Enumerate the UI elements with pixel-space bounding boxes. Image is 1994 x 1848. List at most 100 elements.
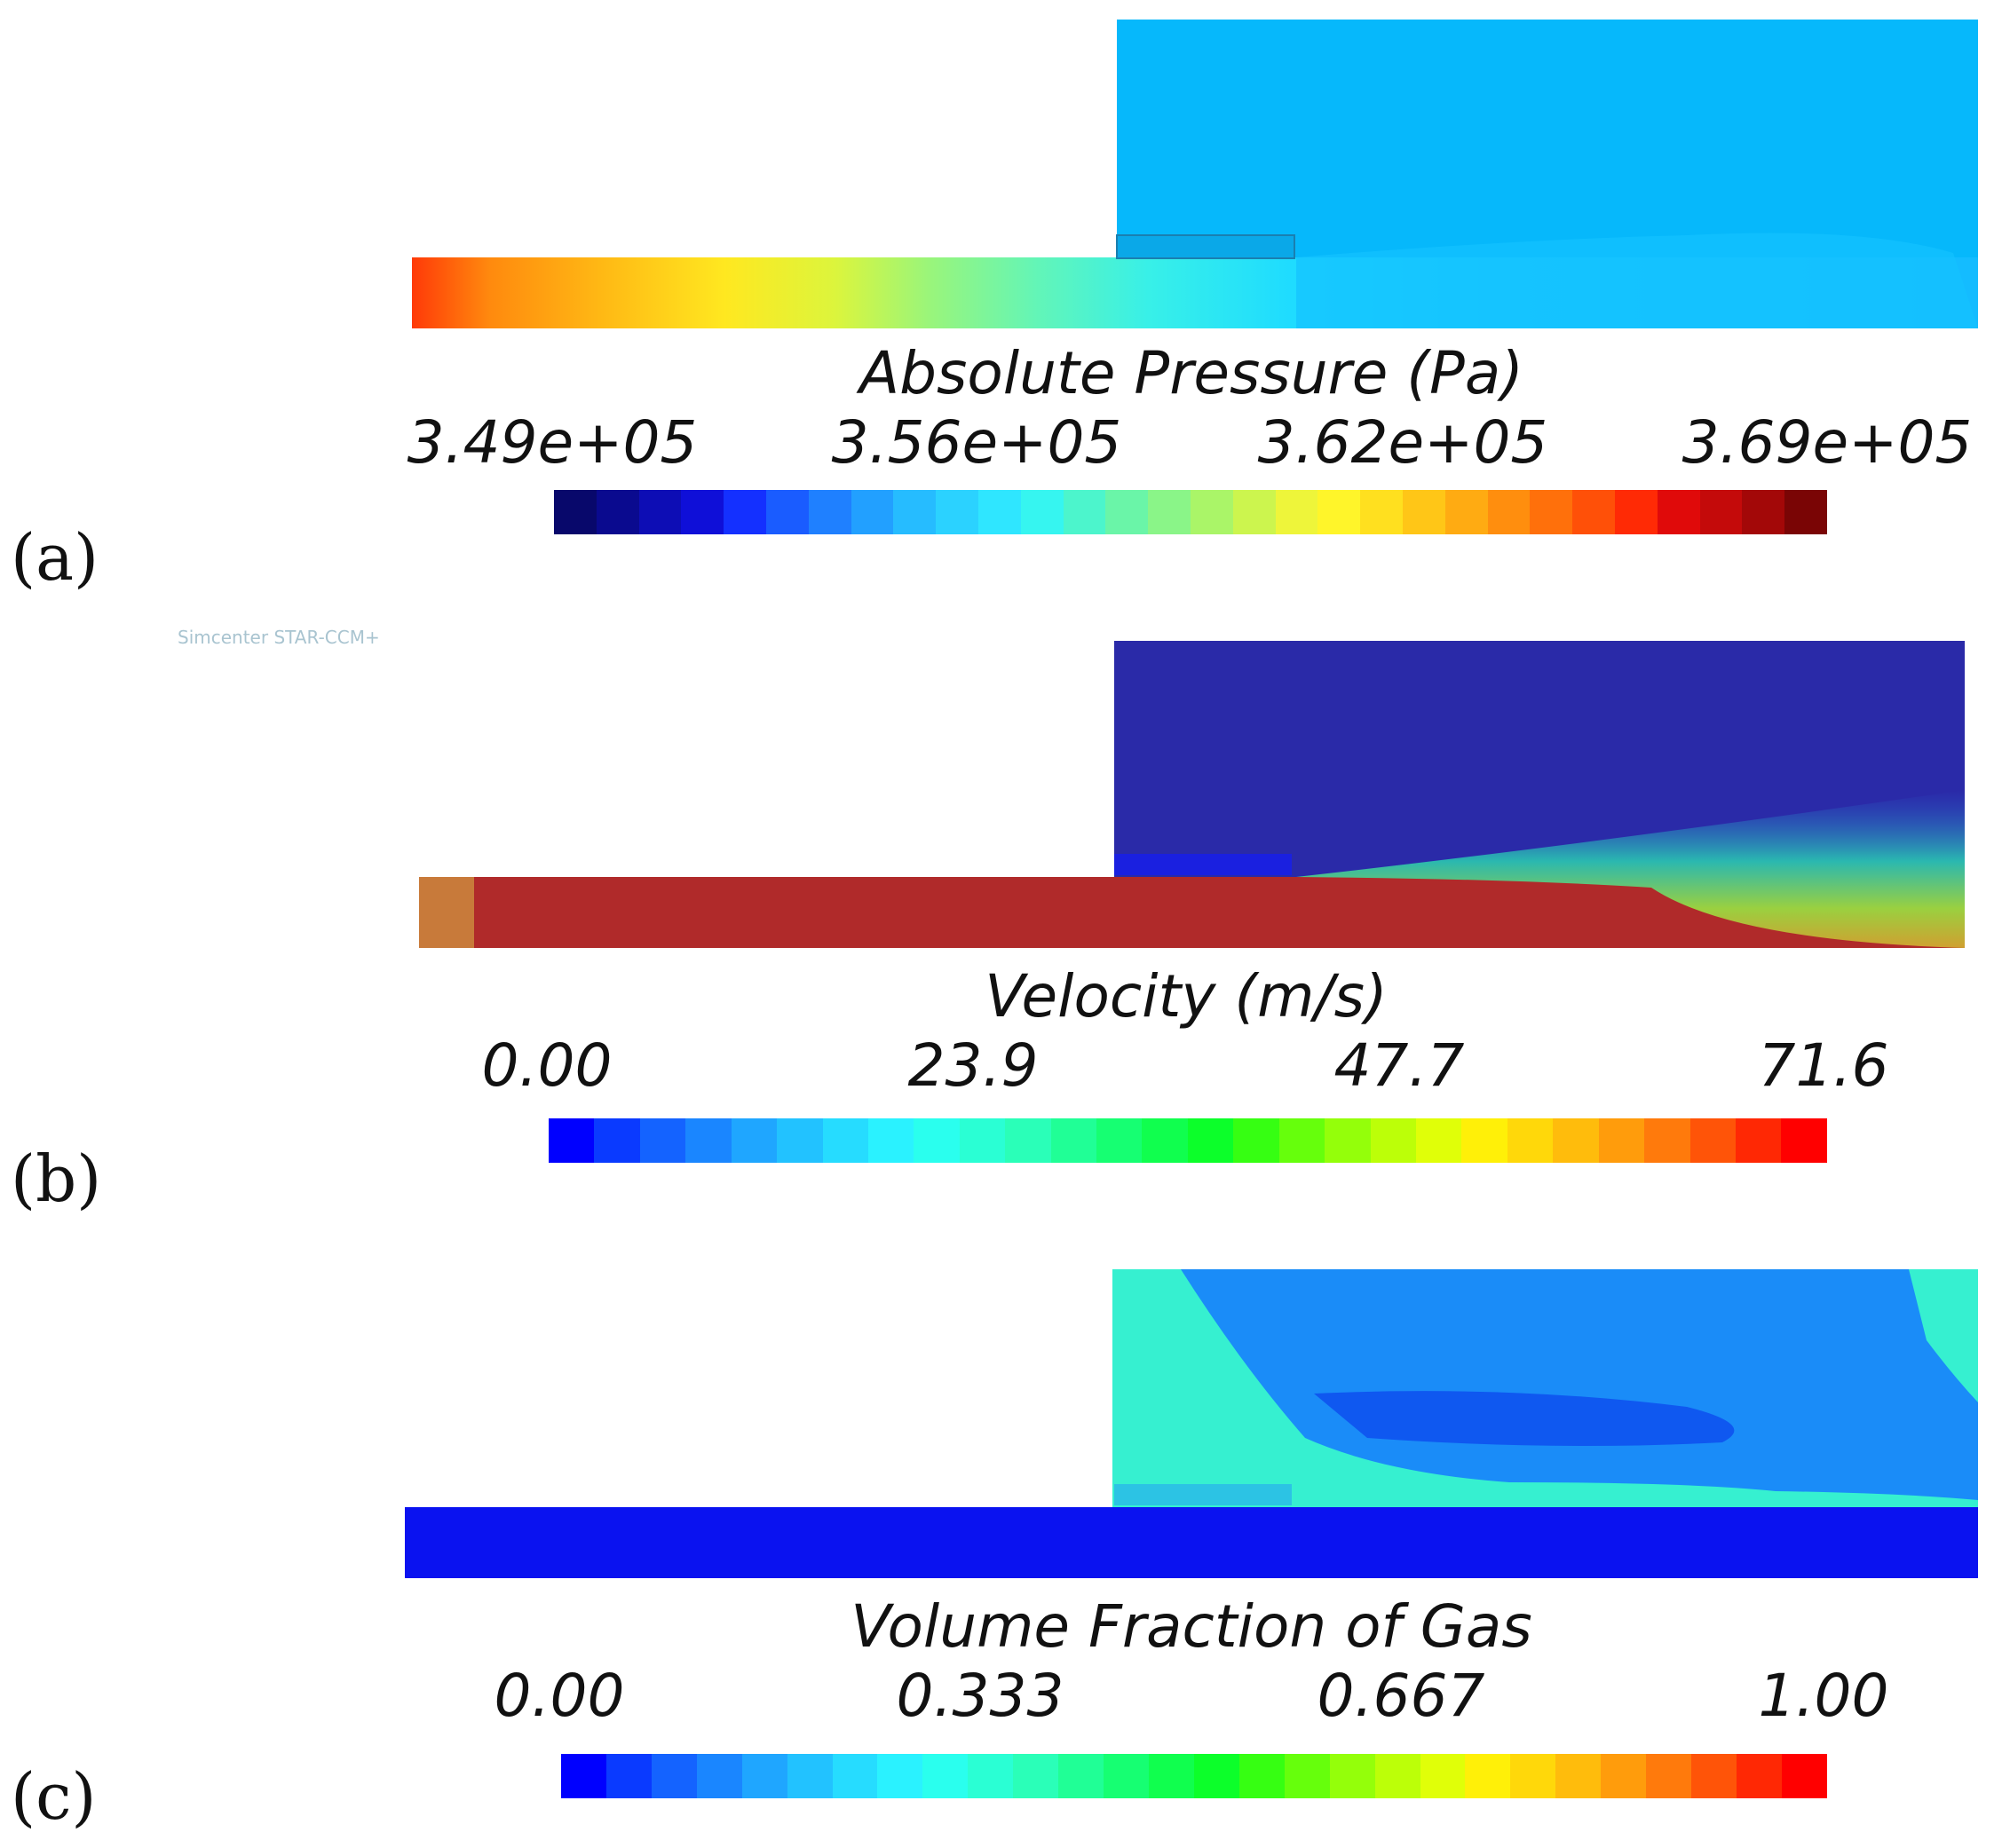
velocity-tick-1: 0.00 [481,1031,613,1100]
colorbar-cell [1646,1754,1692,1798]
colorbar-cell [1325,1118,1371,1163]
pressure-colorbar-title: Absolute Pressure (Pa) [859,339,1524,407]
colorbar-cell [1555,1754,1602,1798]
colorbar-cell [731,1118,778,1163]
colorbar-cell [1487,490,1531,534]
velocity-plate [1114,854,1292,875]
gas-fraction-plume [1112,1269,1978,1527]
colorbar-cell [1402,490,1445,534]
colorbar-cell [832,1754,878,1798]
colorbar-cell [1644,1118,1690,1163]
colorbar-cell [1190,490,1233,534]
colorbar-cell [1284,1754,1330,1798]
colorbar-cell [1360,490,1403,534]
gas-fraction-liquid-region [405,1507,1978,1578]
colorbar-cell [1104,1754,1149,1798]
colorbar-cell [977,490,1021,534]
colorbar-cell [1105,490,1149,534]
colorbar-cell [1461,1118,1507,1163]
colorbar-cell [1187,1118,1234,1163]
colorbar-cell [893,490,937,534]
colorbar-cell [1275,490,1318,534]
colorbar-cell [639,1118,686,1163]
colorbar-cell [1058,1754,1104,1798]
colorbar-cell [1063,490,1106,534]
colorbar-cell [1510,1754,1556,1798]
pressure-tick-4: 3.69e+05 [1681,408,1973,477]
velocity-mixing-layer [1296,790,1965,948]
colorbar-cell [596,490,639,534]
colorbar-cell [777,1118,823,1163]
colorbar-cell [851,490,894,534]
colorbar-cell [1507,1118,1554,1163]
colorbar-cell [1142,1118,1188,1163]
colorbar-cell [822,1118,868,1163]
colorbar-cell [1699,490,1743,534]
velocity-inlet-region [419,877,474,948]
pressure-tick-1: 3.49e+05 [407,408,698,477]
colorbar-cell [1614,490,1658,534]
colorbar-cell [1148,490,1191,534]
colorbar-cell [651,1754,697,1798]
colorbar-cell [724,490,766,534]
colorbar-cell [549,1118,595,1163]
colorbar-cell [922,1754,969,1798]
panel-b-label: (b) [11,1141,102,1216]
colorbar-cell [1193,1754,1239,1798]
colorbar-cell [1420,1754,1466,1798]
colorbar-cell [1572,490,1615,534]
gas-fraction-bubble-region [1314,1391,1735,1446]
colorbar-cell [877,1754,923,1798]
colorbar-cell [1444,490,1488,534]
colorbar-cell [1232,490,1276,534]
colorbar-cell [1784,490,1827,534]
colorbar-cell [1416,1118,1462,1163]
gas-fraction-colorbar [561,1754,1827,1798]
pressure-wake-region [1296,233,1978,328]
colorbar-cell [594,1118,640,1163]
colorbar-cell [1598,1118,1645,1163]
colorbar-cell [605,1754,652,1798]
colorbar-cell [1278,1118,1325,1163]
colorbar-cell [1370,1118,1417,1163]
gas-fraction-plate [1114,1484,1292,1505]
colorbar-cell [1317,490,1361,534]
colorbar-cell [1005,1118,1051,1163]
colorbar-cell [1601,1754,1647,1798]
pressure-contour-plot [0,0,1994,337]
colorbar-cell [1374,1754,1420,1798]
colorbar-cell [554,490,597,534]
colorbar-cell [808,490,851,534]
colorbar-cell [1689,1118,1736,1163]
colorbar-cell [1020,490,1064,534]
colorbar-cell [1238,1754,1285,1798]
colorbar-cell [765,490,809,534]
colorbar-cell [1013,1754,1059,1798]
colorbar-cell [1148,1754,1194,1798]
velocity-colorbar [549,1118,1827,1163]
gas-fraction-contour-plot [0,1260,1994,1589]
colorbar-cell [1781,1118,1827,1163]
velocity-tick-2: 23.9 [907,1031,1039,1100]
colorbar-cell [685,1118,732,1163]
colorbar-cell [1781,1754,1827,1798]
colorbar-cell [1691,1754,1737,1798]
colorbar-cell [1233,1118,1279,1163]
velocity-colorbar-title: Velocity (m/s) [985,962,1388,1031]
panel-a-label: (a) [11,520,99,595]
pressure-plate [1116,234,1295,259]
colorbar-cell [1050,1118,1097,1163]
colorbar-cell [867,1118,914,1163]
colorbar-cell [561,1754,606,1798]
colorbar-cell [1553,1118,1599,1163]
colorbar-cell [1742,490,1785,534]
gas-fraction-tick-3: 0.667 [1317,1662,1485,1730]
colorbar-cell [681,490,724,534]
colorbar-cell [638,490,682,534]
colorbar-cell [936,490,978,534]
pressure-tick-2: 3.56e+05 [831,408,1122,477]
panel-c-label: (c) [11,1759,97,1834]
colorbar-cell [1530,490,1573,534]
colorbar-cell [914,1118,960,1163]
colorbar-cell [1736,1754,1782,1798]
